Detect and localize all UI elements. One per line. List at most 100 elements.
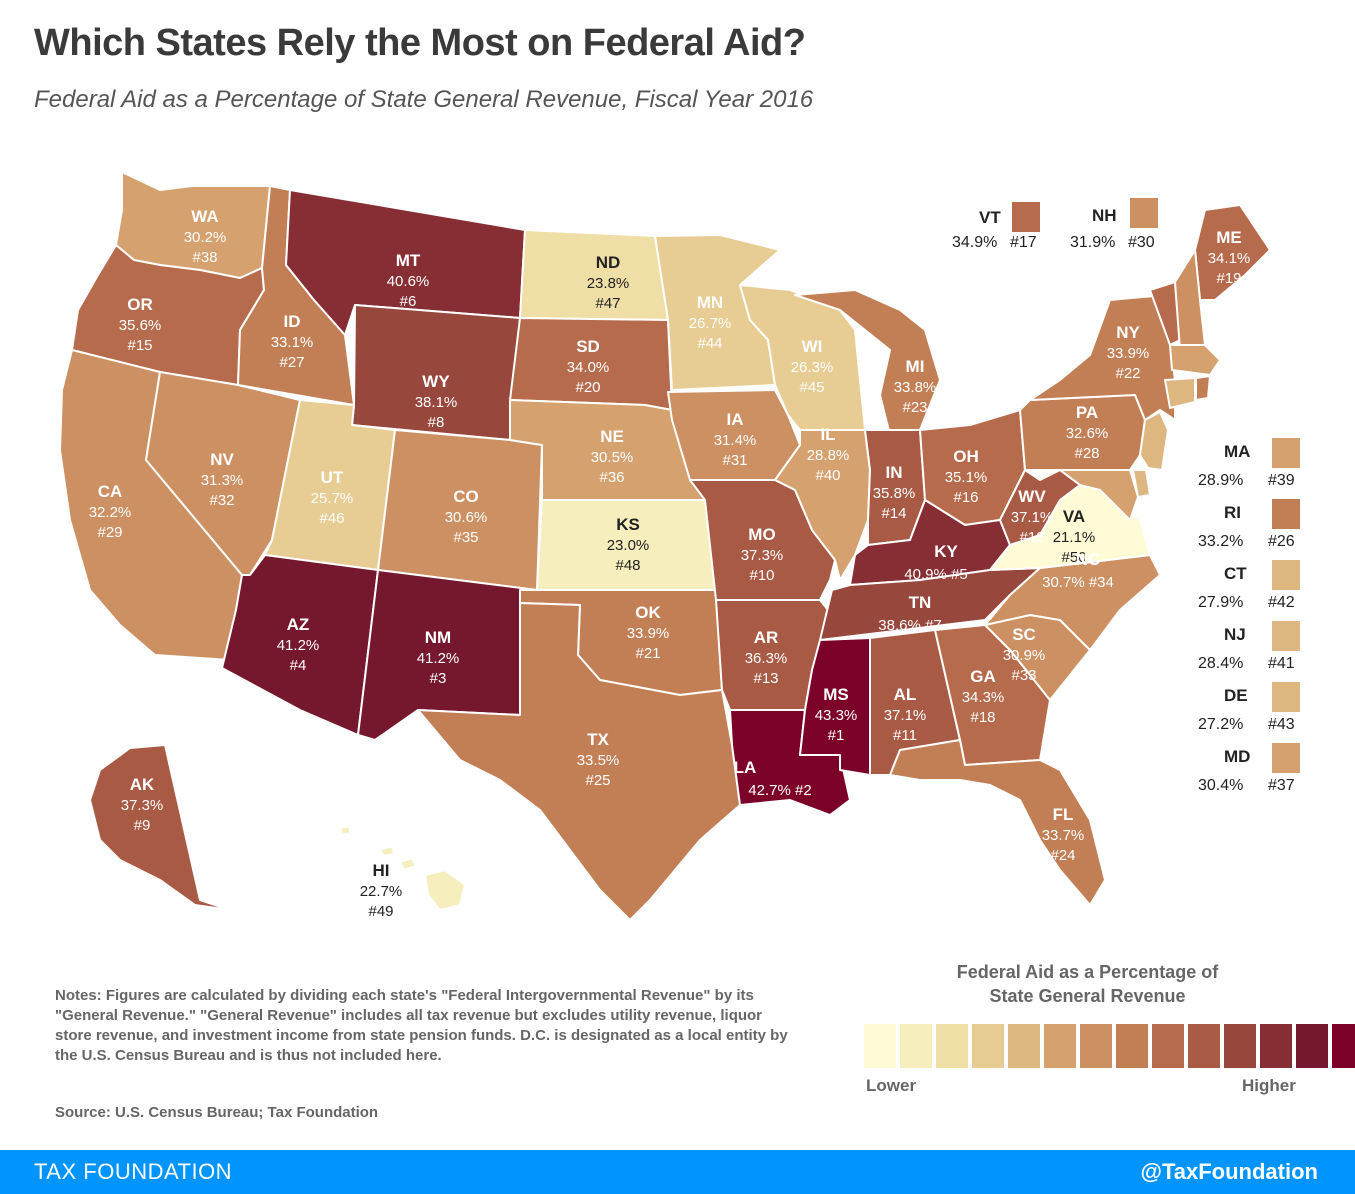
state-label-tn: TN 38.6% #7 bbox=[878, 593, 941, 634]
legend-swatch-3 bbox=[936, 1024, 968, 1068]
legend-title-line2: State General Revenue bbox=[989, 986, 1186, 1006]
inset-md: MD 30.4% #37 bbox=[1198, 743, 1310, 799]
inset-ma: MA 28.9% #39 bbox=[1198, 438, 1310, 494]
state-label-ne: NE 30.5% #36 bbox=[591, 427, 634, 486]
inset-nh-abbr: NH bbox=[1092, 206, 1117, 225]
state-fl[interactable] bbox=[889, 739, 1106, 906]
inset-ma-swatch bbox=[1272, 438, 1300, 468]
footer-handle[interactable]: @TaxFoundation bbox=[1140, 1159, 1318, 1184]
state-label-wa: WA 30.2% #38 bbox=[184, 207, 227, 266]
legend-swatch-13 bbox=[1296, 1024, 1328, 1068]
state-label-ok: OK 33.9% #21 bbox=[627, 603, 670, 662]
state-label-or: OR 35.6% #15 bbox=[119, 295, 162, 354]
legend-swatch-12 bbox=[1260, 1024, 1292, 1068]
inset-de: DE 27.2% #43 bbox=[1198, 682, 1310, 738]
inset-ct-swatch bbox=[1272, 560, 1300, 590]
inset-nj-abbr: NJ bbox=[1224, 625, 1246, 644]
footer-bar: TAX FOUNDATION @TaxFoundation bbox=[0, 1150, 1355, 1194]
state-ct[interactable] bbox=[1164, 377, 1196, 409]
legend-swatch-6 bbox=[1044, 1024, 1076, 1068]
inset-md-rank: #37 bbox=[1268, 777, 1295, 794]
inset-ri-value: 33.2% bbox=[1198, 533, 1244, 550]
state-label-pa: PA 32.6% #28 bbox=[1066, 403, 1109, 462]
state-label-wi: WI 26.3% #45 bbox=[791, 337, 834, 396]
state-label-ar: AR 36.3% #13 bbox=[745, 628, 788, 687]
inset-ri-swatch bbox=[1272, 499, 1300, 529]
legend-title: Federal Aid as a Percentage of State Gen… bbox=[900, 960, 1275, 1008]
inset-vt-rank: #17 bbox=[1010, 234, 1037, 251]
inset-nh-swatch bbox=[1130, 198, 1158, 228]
inset-ri: RI 33.2% #26 bbox=[1198, 499, 1310, 555]
legend-swatch-10 bbox=[1188, 1024, 1220, 1068]
legend-swatch-2 bbox=[900, 1024, 932, 1068]
legend-high-label: Higher bbox=[1242, 1076, 1296, 1095]
state-label-co: CO 30.6% #35 bbox=[445, 487, 488, 546]
footer-brand[interactable]: TAX FOUNDATION bbox=[34, 1159, 233, 1184]
inset-ma-abbr: MA bbox=[1224, 442, 1251, 461]
state-label-sd: SD 34.0% #20 bbox=[567, 337, 610, 396]
inset-md-abbr: MD bbox=[1224, 747, 1251, 766]
inset-ri-abbr: RI bbox=[1224, 503, 1241, 522]
legend-swatch-8 bbox=[1116, 1024, 1148, 1068]
inset-md-value: 30.4% bbox=[1198, 777, 1244, 794]
state-label-mi: MI 33.8% #23 bbox=[894, 357, 937, 416]
state-label-ak: AK 37.3% #9 bbox=[121, 775, 164, 834]
state-nh[interactable] bbox=[1174, 249, 1206, 351]
state-ak[interactable] bbox=[89, 744, 231, 911]
inset-nj-swatch bbox=[1272, 621, 1300, 651]
inset-nj-value: 28.4% bbox=[1198, 655, 1244, 672]
state-ri[interactable] bbox=[1195, 375, 1211, 401]
inset-nh-rank: #30 bbox=[1128, 234, 1155, 251]
state-label-oh: OH 35.1% #16 bbox=[945, 447, 988, 506]
inset-nh: NH 31.9% #30 bbox=[1070, 198, 1170, 256]
inset-de-rank: #43 bbox=[1268, 716, 1295, 733]
legend-title-line1: Federal Aid as a Percentage of bbox=[956, 962, 1219, 982]
page-title: Which States Rely the Most on Federal Ai… bbox=[34, 22, 806, 64]
state-label-tx: TX 33.5% #25 bbox=[577, 730, 620, 789]
state-label-nc: NC 30.7% #34 bbox=[1042, 550, 1114, 591]
inset-de-value: 27.2% bbox=[1198, 716, 1244, 733]
state-co[interactable] bbox=[377, 429, 543, 591]
inset-ma-value: 28.9% bbox=[1198, 472, 1244, 489]
state-label-me: ME 34.1% #19 bbox=[1208, 228, 1251, 287]
state-label-mn: MN 26.7% #44 bbox=[689, 293, 732, 352]
state-ma[interactable] bbox=[1169, 344, 1221, 376]
state-label-wv: WV 37.1% #12 bbox=[1011, 487, 1054, 546]
state-label-az: AZ 41.2% #4 bbox=[277, 615, 320, 674]
state-hi[interactable] bbox=[339, 825, 466, 911]
state-label-in: IN 35.8% #14 bbox=[873, 463, 916, 522]
notes-text: Notes: Figures are calculated by dividin… bbox=[55, 987, 788, 1064]
state-label-sc: SC 30.9% #33 bbox=[1003, 625, 1046, 684]
state-label-nv: NV 31.3% #32 bbox=[201, 450, 244, 509]
state-label-nd: ND 23.8% #47 bbox=[587, 253, 630, 312]
state-nv[interactable] bbox=[145, 371, 301, 576]
state-label-ks: KS 23.0% #48 bbox=[607, 515, 650, 574]
legend-swatch-1 bbox=[864, 1024, 896, 1068]
inset-md-swatch bbox=[1272, 743, 1300, 773]
state-label-il: IL 28.8% #40 bbox=[807, 425, 850, 484]
inset-ct-rank: #42 bbox=[1268, 594, 1295, 611]
state-nj[interactable] bbox=[1139, 411, 1169, 471]
inset-ct-abbr: CT bbox=[1224, 564, 1247, 583]
legend-swatch-5 bbox=[1008, 1024, 1040, 1068]
state-label-la: LA 42.7% #2 bbox=[734, 758, 812, 799]
inset-vt: VT 34.9% #17 bbox=[952, 202, 1052, 256]
source-text: Source: U.S. Census Bureau; Tax Foundati… bbox=[55, 1104, 379, 1121]
state-label-wy: WY 38.1% #8 bbox=[415, 372, 458, 431]
state-md[interactable] bbox=[1059, 469, 1139, 521]
state-label-ms: MS 43.3% #1 bbox=[815, 685, 858, 744]
state-tx[interactable] bbox=[417, 602, 741, 921]
inset-de-abbr: DE bbox=[1224, 686, 1248, 705]
legend-swatch-7 bbox=[1080, 1024, 1112, 1068]
inset-ct: CT 27.9% #42 bbox=[1198, 560, 1310, 616]
state-label-ut: UT 25.7% #46 bbox=[311, 468, 354, 527]
state-labels: WA 30.2% #38 OR 35.6% #15 CA 32.2% #29 ID 33.1% #27… bbox=[89, 207, 1251, 920]
inset-ri-rank: #26 bbox=[1268, 533, 1295, 550]
inset-ct-value: 27.9% bbox=[1198, 594, 1244, 611]
state-label-fl: FL 33.7% #24 bbox=[1042, 805, 1085, 864]
inset-nh-value: 31.9% bbox=[1070, 234, 1116, 251]
inset-de-swatch bbox=[1272, 682, 1300, 712]
inset-vt-value: 34.9% bbox=[952, 234, 998, 251]
state-label-ga: GA 34.3% #18 bbox=[962, 667, 1005, 726]
legend-swatch-9 bbox=[1152, 1024, 1184, 1068]
